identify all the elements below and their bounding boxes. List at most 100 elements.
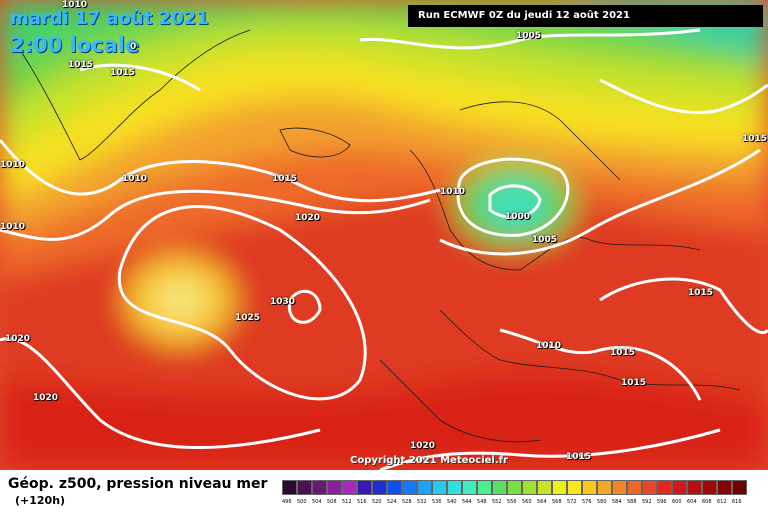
scale-swatch <box>702 480 717 495</box>
color-scale-labels: 496 500 504 508 512 516 520 524 528 532 536 540 544 5… <box>282 499 747 505</box>
scale-value: 504 <box>312 499 322 505</box>
scale-swatch <box>552 480 567 495</box>
scale-value: 576 <box>582 499 592 505</box>
coastlines <box>19 29 741 443</box>
scale-swatch <box>627 480 642 495</box>
scale-value: 556 <box>507 499 517 505</box>
isobar-label: 1020 <box>5 334 31 344</box>
legend-title: Géop. z500, pression niveau mer <box>8 476 268 492</box>
isobar-label: 1000 <box>505 212 531 222</box>
run-info: Run ECMWF 0Z du jeudi 12 août 2021 <box>408 5 763 27</box>
scale-value: 544 <box>462 499 472 505</box>
scale-value: 584 <box>612 499 622 505</box>
scale-swatch <box>342 480 357 495</box>
isobar-label: 1025 <box>235 313 261 323</box>
scale-swatch <box>477 480 492 495</box>
isobar-label: 1015 <box>272 174 298 184</box>
scale-value: 608 <box>702 499 712 505</box>
scale-value: 588 <box>627 499 637 505</box>
weather-map: mardi 17 août 2021 2:00 locale Run ECMWF… <box>0 0 768 470</box>
isobar-label: 1030 <box>270 297 296 307</box>
scale-value: 528 <box>402 499 412 505</box>
scale-swatch <box>612 480 627 495</box>
scale-value: 616 <box>732 499 742 505</box>
scale-swatch <box>447 480 462 495</box>
isobar-label: 1015 <box>621 378 647 388</box>
scale-value: 568 <box>552 499 562 505</box>
scale-swatch <box>582 480 597 495</box>
scale-swatch <box>687 480 702 495</box>
scale-swatch <box>297 480 312 495</box>
scale-value: 532 <box>417 499 427 505</box>
scale-swatch <box>537 480 552 495</box>
scale-value: 516 <box>357 499 367 505</box>
scale-value: 604 <box>687 499 697 505</box>
scale-swatch <box>357 480 372 495</box>
scale-value: 596 <box>657 499 667 505</box>
isobar-label: 1010 <box>0 160 26 170</box>
scale-swatch <box>282 480 297 495</box>
scale-value: 520 <box>372 499 382 505</box>
isobar-label: 1020 <box>410 441 436 451</box>
map-field <box>0 0 768 470</box>
isobar-label: 1015 <box>566 452 592 462</box>
scale-swatch <box>387 480 402 495</box>
scale-value: 580 <box>597 499 607 505</box>
scale-swatch <box>417 480 432 495</box>
scale-value: 612 <box>717 499 727 505</box>
scale-swatch <box>507 480 522 495</box>
scale-swatch <box>372 480 387 495</box>
scale-value: 508 <box>327 499 337 505</box>
isobar-label: 1015 <box>688 288 714 298</box>
isobar-label: 1015 <box>110 68 136 78</box>
legend-footer: Géop. z500, pression niveau mer (+120h) … <box>0 470 768 512</box>
isobar-label: 1005 <box>532 235 558 245</box>
scale-swatch <box>717 480 732 495</box>
scale-swatch <box>642 480 657 495</box>
isobar-label: 0 <box>130 42 137 52</box>
isobar-label: 1010 <box>62 0 88 10</box>
scale-swatch <box>402 480 417 495</box>
color-scale <box>282 480 747 495</box>
forecast-date: mardi 17 août 2021 <box>10 8 209 29</box>
scale-value: 500 <box>297 499 307 505</box>
scale-value: 592 <box>642 499 652 505</box>
copyright: Copyright 2021 Meteociel.fr <box>350 455 508 466</box>
scale-value: 496 <box>282 499 292 505</box>
scale-swatch <box>567 480 582 495</box>
isobar-label: 1020 <box>33 393 59 403</box>
scale-value: 564 <box>537 499 547 505</box>
scale-value: 512 <box>342 499 352 505</box>
isobar-label: 1015 <box>68 60 94 70</box>
scale-swatch <box>432 480 447 495</box>
isobar-label: 1010 <box>440 187 466 197</box>
scale-value: 548 <box>477 499 487 505</box>
scale-value: 540 <box>447 499 457 505</box>
scale-swatch <box>327 480 342 495</box>
scale-value: 552 <box>492 499 502 505</box>
isobar-label: 1005 <box>516 31 542 41</box>
scale-value: 536 <box>432 499 442 505</box>
isobar-label: 1015 <box>742 134 768 144</box>
scale-value: 572 <box>567 499 577 505</box>
isobar-label: 1020 <box>295 213 321 223</box>
legend-subtitle: (+120h) <box>15 494 66 507</box>
geopotential-field <box>0 0 768 470</box>
scale-value: 560 <box>522 499 532 505</box>
scale-swatch <box>597 480 612 495</box>
scale-swatch <box>672 480 687 495</box>
isobar-label: 1010 <box>122 174 148 184</box>
scale-swatch <box>312 480 327 495</box>
scale-swatch <box>732 480 747 495</box>
scale-value: 600 <box>672 499 682 505</box>
scale-value: 524 <box>387 499 397 505</box>
isobar-label: 1010 <box>0 222 26 232</box>
scale-swatch <box>462 480 477 495</box>
forecast-time: 2:00 locale <box>10 33 140 57</box>
scale-swatch <box>492 480 507 495</box>
isobars <box>0 28 768 470</box>
isobar-label: 1015 <box>610 348 636 358</box>
scale-swatch <box>522 480 537 495</box>
scale-swatch <box>657 480 672 495</box>
isobar-label: 1010 <box>536 341 562 351</box>
